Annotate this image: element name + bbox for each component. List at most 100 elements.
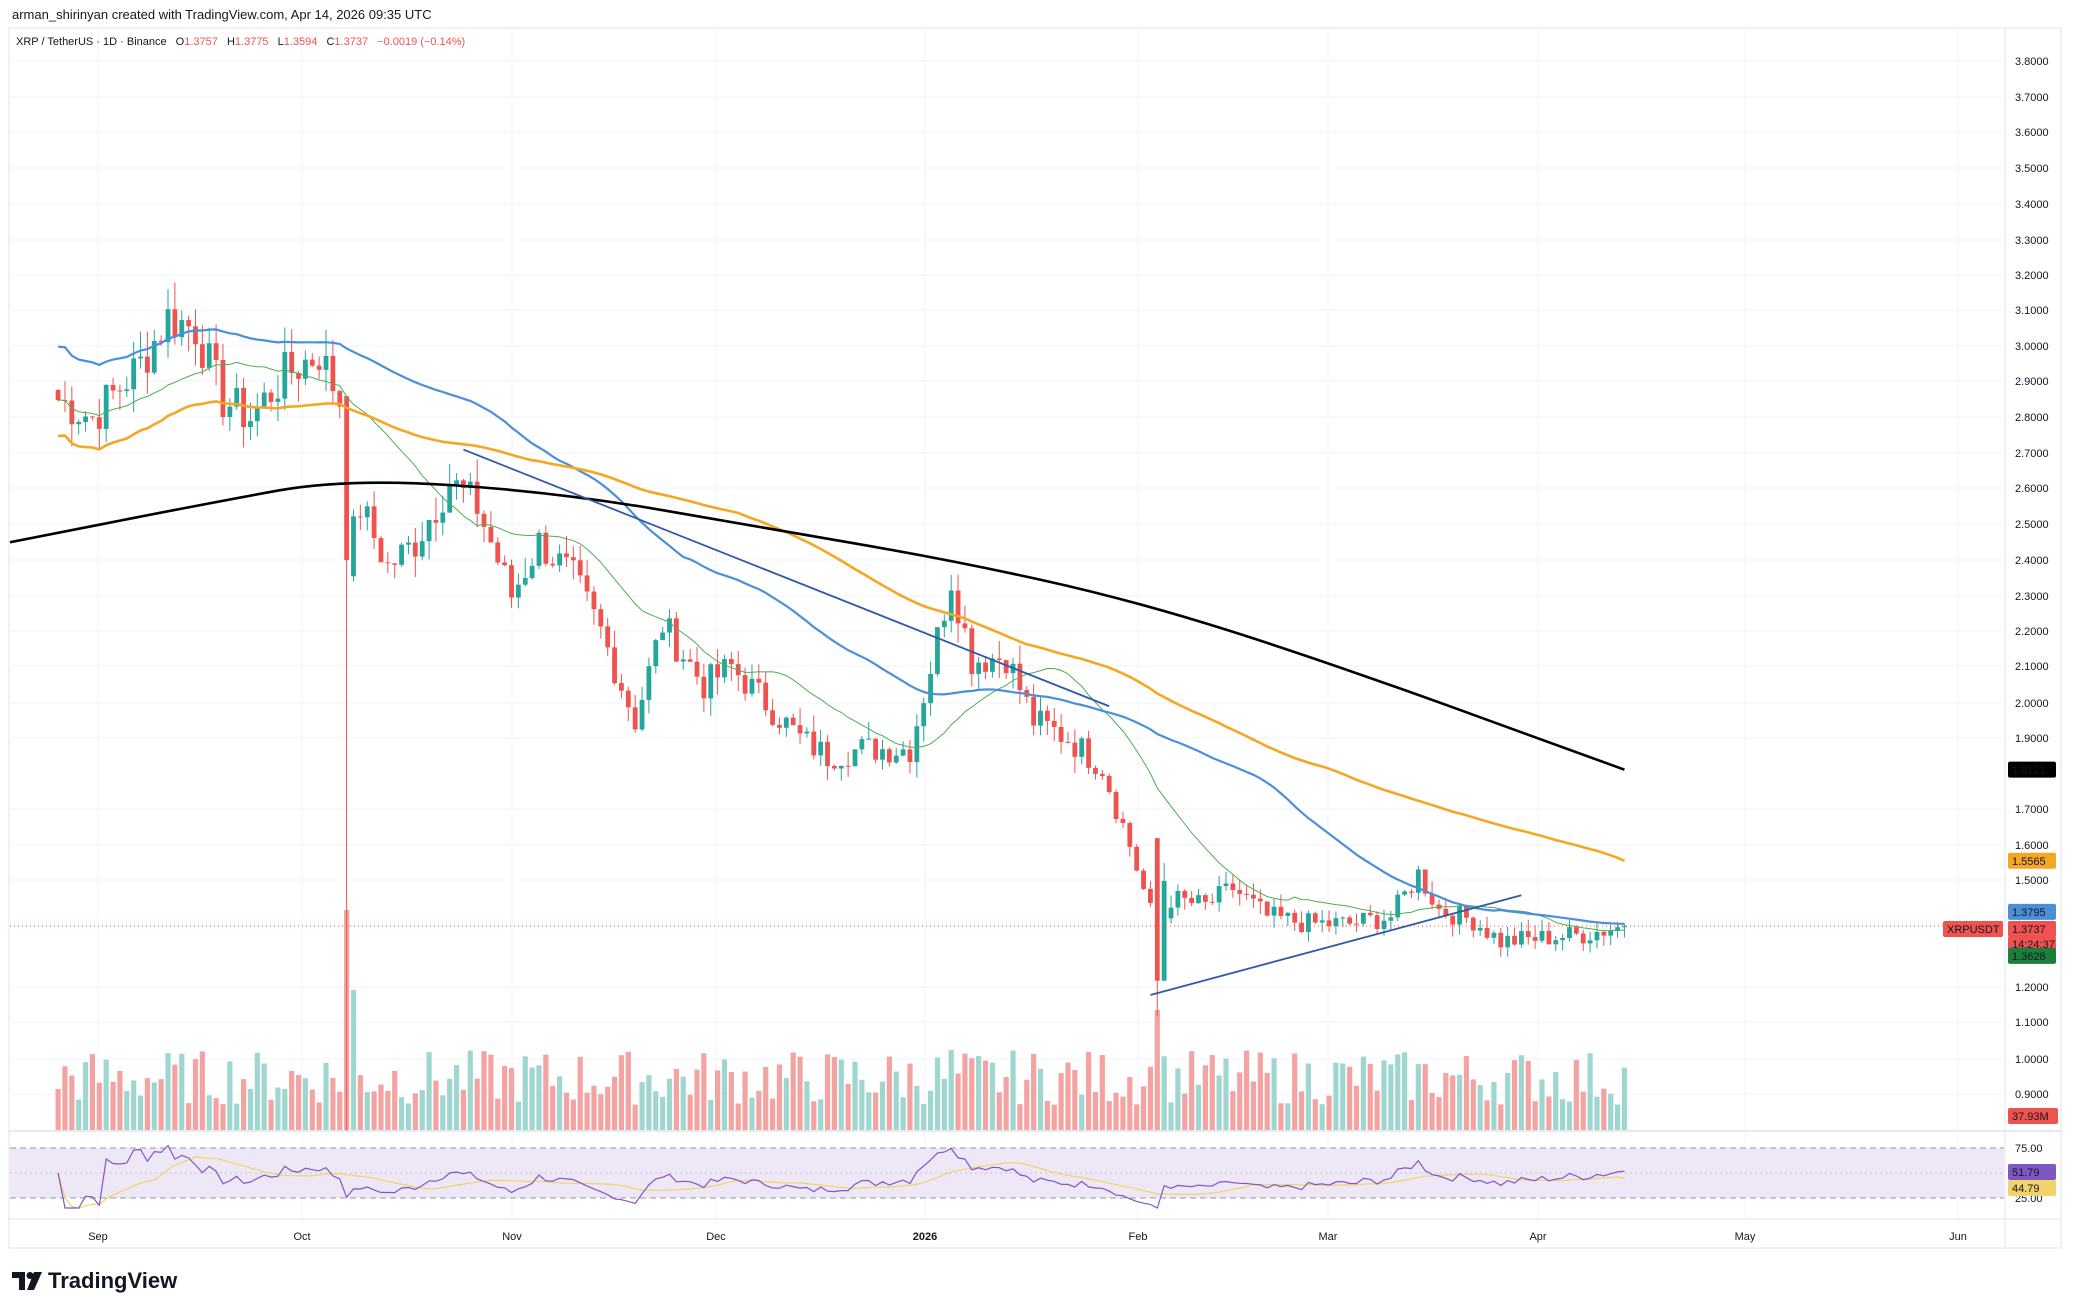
price-tick-label: 3.8000 bbox=[2015, 56, 2049, 68]
volume-bar bbox=[268, 1099, 274, 1130]
candle-body bbox=[1072, 742, 1078, 757]
volume-bar bbox=[110, 1081, 116, 1130]
candle-body bbox=[653, 640, 659, 667]
volume-bar bbox=[1532, 1101, 1538, 1130]
candle-body bbox=[1470, 917, 1476, 931]
candle-body bbox=[1292, 912, 1298, 923]
candle-body bbox=[955, 590, 961, 624]
legend-symbol: XRP / TetherUS · 1D · Binance bbox=[16, 36, 167, 48]
candle-body bbox=[1154, 838, 1160, 981]
price-axis: 3.8000 3.7000 3.6000 3.5000 3.4000 3.3000 3.20… bbox=[2015, 56, 2049, 1101]
candle-body bbox=[385, 562, 391, 564]
candle-body bbox=[399, 544, 404, 565]
candle-body bbox=[742, 675, 748, 694]
candle-body bbox=[921, 703, 927, 727]
candle-body bbox=[1251, 894, 1256, 899]
candle-body bbox=[1182, 890, 1188, 898]
volume-bar bbox=[1305, 1063, 1312, 1130]
volume-bar bbox=[1326, 1095, 1332, 1130]
candle-body bbox=[103, 384, 109, 429]
volume-bar bbox=[96, 1082, 102, 1130]
volume-bar bbox=[1244, 1050, 1250, 1130]
ma20-line bbox=[58, 361, 1625, 932]
volume-bar bbox=[866, 1092, 872, 1130]
volume-bar bbox=[976, 1056, 982, 1130]
volume-bar bbox=[1154, 1010, 1160, 1130]
chart-attribution: arman_shirinyan created with TradingView… bbox=[12, 7, 432, 22]
volume-bar bbox=[996, 1092, 1002, 1130]
candle-body bbox=[337, 391, 343, 407]
tradingview-logo[interactable]: TradingView bbox=[12, 1268, 177, 1294]
legend-open-label: O bbox=[176, 36, 185, 48]
volume-bar bbox=[453, 1065, 460, 1130]
candle-body bbox=[1491, 932, 1497, 938]
candle-body bbox=[584, 575, 590, 592]
volume-bar bbox=[1134, 1104, 1140, 1130]
candle-body bbox=[1141, 870, 1146, 889]
candle-body bbox=[1106, 776, 1112, 793]
price-tick-label: 2.4000 bbox=[2015, 555, 2049, 567]
volume-bar bbox=[914, 1085, 920, 1130]
price-tick-label: 1.0000 bbox=[2015, 1054, 2049, 1066]
candle-body bbox=[825, 741, 830, 767]
candle-body bbox=[1079, 738, 1085, 757]
volume-bar bbox=[76, 1099, 82, 1130]
candle-body bbox=[124, 389, 130, 392]
volume-bar bbox=[653, 1091, 659, 1130]
candle-body bbox=[852, 749, 858, 767]
volume-bar bbox=[1202, 1065, 1208, 1130]
candle-body bbox=[708, 664, 714, 699]
volume-bar bbox=[1429, 1093, 1435, 1130]
volume-bar bbox=[1120, 1096, 1126, 1130]
volume-bar bbox=[811, 1101, 817, 1130]
candle-body bbox=[557, 553, 562, 566]
ma50-badge: 1.3795 bbox=[2012, 907, 2046, 919]
candle-body bbox=[1608, 930, 1614, 936]
volume-bar bbox=[522, 1056, 528, 1130]
volume-bar bbox=[687, 1094, 693, 1130]
volume-bar bbox=[742, 1071, 748, 1130]
ma50-badge-bg bbox=[2008, 903, 2056, 920]
volume-bar bbox=[1546, 1096, 1552, 1130]
volume-bar bbox=[1072, 1070, 1078, 1130]
time-tick-label: May bbox=[1735, 1231, 1756, 1243]
volume-bar bbox=[776, 1064, 783, 1130]
volume-bar bbox=[838, 1059, 844, 1130]
volume-bar bbox=[790, 1052, 796, 1130]
candle-body bbox=[1422, 869, 1428, 894]
volume-bar bbox=[1463, 1056, 1470, 1130]
candle-body bbox=[1360, 912, 1366, 924]
volume-bar bbox=[1106, 1101, 1112, 1130]
volume-bar bbox=[701, 1053, 707, 1130]
volume-bar bbox=[433, 1080, 439, 1130]
legend-high-label: H bbox=[227, 36, 235, 48]
volume-bar bbox=[536, 1065, 542, 1130]
volume-bar bbox=[474, 1078, 480, 1130]
candle-body bbox=[1278, 906, 1284, 916]
time-tick-label: Jun bbox=[1949, 1231, 1967, 1243]
volume-bar bbox=[1319, 1104, 1325, 1130]
volume-bar bbox=[179, 1053, 185, 1130]
candles bbox=[55, 282, 1627, 1131]
time-tick-label: Feb bbox=[1129, 1231, 1148, 1243]
candle-body bbox=[1003, 659, 1009, 674]
volume-bar bbox=[962, 1053, 968, 1130]
rsi-badge-bg bbox=[2008, 1164, 2056, 1180]
candle-body bbox=[1223, 883, 1229, 887]
volume-bar bbox=[1065, 1062, 1071, 1130]
volume-bar bbox=[1113, 1092, 1119, 1130]
price-tick-label: 2.2000 bbox=[2015, 626, 2049, 638]
volume-bar bbox=[186, 1103, 192, 1130]
volume-bar bbox=[873, 1092, 879, 1130]
candle-body bbox=[1347, 917, 1353, 924]
time-tick-label: Mar bbox=[1319, 1231, 1338, 1243]
volume-bar bbox=[282, 1089, 288, 1130]
volume-bar bbox=[337, 1091, 343, 1130]
price-tick-label: 1.7000 bbox=[2015, 804, 2049, 816]
tradingview-wordmark: TradingView bbox=[48, 1268, 178, 1293]
candle-body bbox=[110, 384, 116, 391]
candle-body bbox=[268, 392, 274, 402]
candle-body bbox=[1148, 888, 1153, 903]
candle-body bbox=[619, 683, 624, 691]
